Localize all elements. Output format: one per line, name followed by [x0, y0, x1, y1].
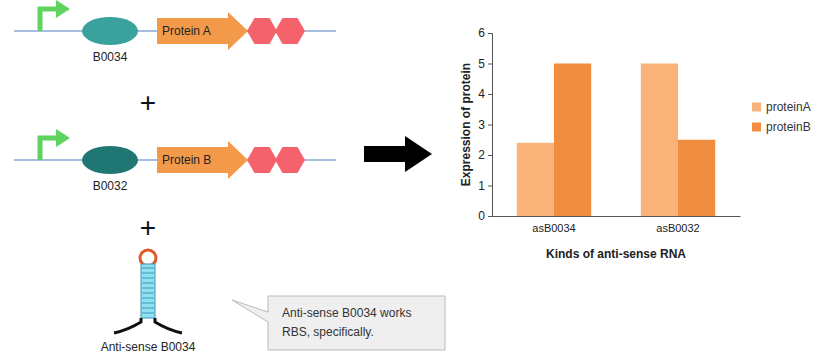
legend-item: proteinB	[752, 120, 811, 134]
y-tick: 5	[478, 57, 492, 71]
hairpin-pair	[142, 308, 154, 309]
promoter	[40, 9, 58, 31]
terminator	[247, 18, 277, 44]
terminator	[275, 18, 305, 44]
x-tick-label: asB0034	[532, 222, 575, 234]
hairpin-stem	[141, 264, 155, 318]
y-tick-mark	[488, 186, 492, 187]
y-tick-mark	[488, 64, 492, 65]
bar	[678, 140, 715, 216]
x-tick: asB0032	[656, 216, 699, 234]
rbs	[82, 17, 138, 45]
terminator	[247, 147, 277, 173]
hairpin-pair	[142, 273, 154, 274]
y-axis-title: Expression of protein	[459, 63, 473, 186]
x-axis-title: Kinds of anti-sense RNA	[546, 247, 686, 261]
y-tick-label: 4	[478, 87, 485, 101]
terminator	[275, 147, 305, 173]
y-tick-label: 3	[478, 118, 485, 132]
y-tick: 4	[478, 87, 492, 101]
gene-label: Protein A	[162, 24, 211, 38]
y-tick-label: 2	[478, 148, 485, 162]
hairpin-pair	[142, 313, 154, 314]
canvas: B0034 Protein A + B0032 Protein B + Anti-sense…	[0, 0, 830, 358]
legend-swatch	[752, 123, 761, 132]
y-tick-mark	[488, 125, 492, 126]
plus: +	[140, 212, 156, 243]
hairpin-pair	[142, 298, 154, 299]
hairpin-arms	[114, 318, 182, 333]
y-tick-label: 0	[478, 209, 485, 223]
rbs-label: B0032	[93, 179, 128, 193]
bars	[517, 64, 715, 217]
y-tick-mark	[488, 33, 492, 34]
construct: B0032 Protein B	[14, 129, 336, 193]
callout-box	[232, 296, 445, 350]
hairpin	[114, 250, 182, 333]
y-tick: 2	[478, 148, 492, 162]
bar	[554, 64, 591, 217]
x-tick-label: asB0032	[656, 222, 699, 234]
legend-label: proteinA	[766, 100, 811, 114]
x-tick: asB0034	[532, 216, 575, 234]
promoter-head	[56, 0, 70, 18]
hairpin-pair	[142, 268, 154, 269]
flow-arrow	[364, 136, 432, 172]
hairpin-pair	[142, 293, 154, 294]
y-tick: 0	[478, 209, 492, 223]
gene	[157, 12, 248, 50]
hairpin-pair	[142, 303, 154, 304]
legend-label: proteinB	[766, 120, 811, 134]
legend: proteinA proteinB	[752, 100, 811, 134]
rbs	[82, 146, 138, 174]
plus: +	[140, 87, 156, 118]
hairpin-pair	[142, 278, 154, 279]
y-tick: 6	[478, 26, 492, 40]
promoter-head	[56, 129, 70, 147]
y-tick: 3	[478, 118, 492, 132]
y-tick: 1	[478, 179, 492, 193]
y-tick-label: 6	[478, 26, 485, 40]
y-tick-label: 5	[478, 57, 485, 71]
construct: B0034 Protein A	[14, 0, 336, 64]
legend-swatch	[752, 103, 761, 112]
antisense-label: Anti-sense B0034	[101, 340, 196, 354]
y-axis: 0 1 2 3 4 5 6	[478, 26, 492, 223]
x-axis-line	[493, 216, 741, 217]
legend-item: proteinA	[752, 100, 811, 114]
y-tick-mark	[488, 155, 492, 156]
gene-label: Protein B	[162, 153, 211, 167]
hairpin-pair	[142, 283, 154, 284]
chart: 0 1 2 3 4 5 6 asB0034 asB0032 Kinds of anti-sense…	[459, 26, 811, 261]
callout-text: RBS, specifically.	[282, 325, 374, 339]
y-axis-line	[488, 34, 493, 217]
rbs-label: B0034	[93, 50, 128, 64]
callout-text: Anti-sense B0034 works	[282, 306, 411, 320]
y-tick-mark	[488, 94, 492, 95]
hairpin-pair	[142, 288, 154, 289]
bar	[641, 64, 678, 217]
promoter	[40, 138, 58, 160]
gene	[157, 141, 248, 179]
diagram: B0034 Protein A + B0032 Protein B + Anti-sense…	[14, 0, 445, 354]
y-tick-mark	[488, 216, 492, 217]
bar	[517, 143, 554, 216]
y-tick-label: 1	[478, 179, 485, 193]
x-axis: asB0034 asB0032	[493, 216, 741, 234]
